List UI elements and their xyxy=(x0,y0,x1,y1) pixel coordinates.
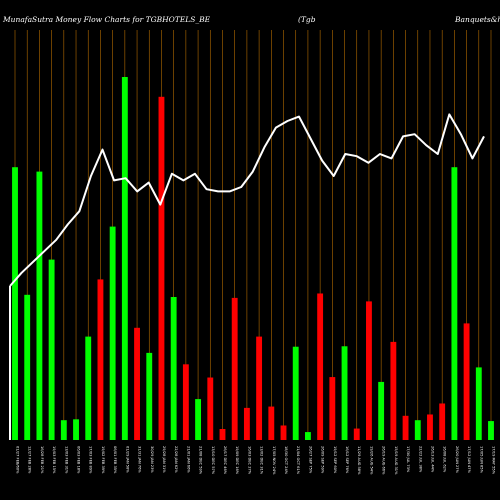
x-tick-label: 22/28 JAN 62% xyxy=(174,446,178,473)
x-tick-label: 31/31 JAN 76% xyxy=(138,446,142,473)
bar-down xyxy=(182,364,189,440)
bar-up xyxy=(292,346,299,440)
x-tick-label: 26/09 SEP 59% xyxy=(321,446,325,474)
x-tick-label: 13/03 FEB 31% xyxy=(64,446,68,474)
x-tick-label: 01/29 JAN 58% xyxy=(125,446,129,473)
x-tick-label: 22/22 JUL 38% xyxy=(418,446,422,473)
x-tick-label: 15/19 AUG 31% xyxy=(394,446,398,475)
x-tick-label: 13/02 DEC 31% xyxy=(260,446,264,475)
bar-up xyxy=(146,352,153,440)
x-tick-label: 19/26 AUG 54% xyxy=(369,446,373,475)
bar-down xyxy=(280,425,287,440)
x-tick-label: 30/29 JAN 23% xyxy=(150,446,154,473)
bar-up xyxy=(109,226,116,440)
money-flow-line-group xyxy=(9,113,485,440)
x-tick-label: 19/09 DEC 16% xyxy=(235,446,239,475)
bar-up xyxy=(414,420,421,440)
x-tick-label: 17/12 JUN 47% xyxy=(467,446,471,474)
x-tick-label: 17/05 JUN 85% xyxy=(479,446,483,474)
bar-down xyxy=(366,301,372,440)
x-tick-label: 17/19 MAY 55% xyxy=(492,446,496,475)
x-tick-label: 11/29 AUG 58% xyxy=(357,446,361,475)
bar-up xyxy=(12,167,18,440)
bar-down xyxy=(219,429,226,440)
bar-up xyxy=(475,367,482,440)
x-tick-label: 26/19 AUG 66% xyxy=(382,446,386,475)
x-tick-label: 13/10 DEC 57% xyxy=(211,446,215,475)
x-tick-label: 19/02 FEB 39% xyxy=(101,446,105,474)
x-tick-label: 19/12 SEP 60% xyxy=(333,446,337,474)
x-tick-label: 17/05 NOV 24% xyxy=(272,446,276,475)
bar-down xyxy=(158,96,165,441)
money-flow-line xyxy=(9,113,485,287)
bar-up xyxy=(195,399,202,440)
x-tick-label: 16/08 JUL 62% xyxy=(443,446,447,473)
bar-down xyxy=(329,377,336,440)
x-tick-label: 18/30 OCT 24% xyxy=(284,446,288,475)
bar-down xyxy=(268,406,275,440)
chart-title-far-right: Banquets&hot xyxy=(454,15,500,24)
bar-up xyxy=(73,419,79,440)
x-tick-label: 21/04 OCT 61% xyxy=(296,446,300,475)
bar-down xyxy=(439,403,446,440)
bar-down xyxy=(231,297,238,440)
x-tick-labels: 01/27 FEB/60% 12/27 FEB 28% 16/28 FEB 21% 1… xyxy=(16,446,496,475)
bar-down xyxy=(390,341,397,440)
bar-up xyxy=(48,259,55,440)
chart-title-right: (Tgb xyxy=(298,15,316,24)
bar-up xyxy=(341,346,348,440)
bar-down xyxy=(402,415,409,440)
bar-up xyxy=(378,381,385,440)
x-tick-label: 26/27 SEP 75% xyxy=(308,446,312,474)
bar-up xyxy=(451,167,458,440)
x-tick-label: 06/03 FEB 18% xyxy=(77,446,81,474)
bar-down xyxy=(97,279,104,440)
bar-down xyxy=(243,407,250,440)
x-tick-label: 16/28 FEB 21% xyxy=(40,446,44,474)
bar-up xyxy=(170,297,177,440)
bar-down xyxy=(317,293,324,440)
x-tick-label: 16/03 DEC 27% xyxy=(247,446,251,475)
x-tick-label: 17/03 FEB 89% xyxy=(89,446,93,474)
bar-up xyxy=(36,171,43,440)
bars xyxy=(12,77,494,441)
bar-down xyxy=(353,428,360,440)
x-tick-label: 06/01 FEB 35% xyxy=(113,446,117,474)
x-tick-label: 21/08 DEC 59% xyxy=(199,446,203,475)
x-tick-label: 26/17 DEC 46% xyxy=(223,446,227,475)
bar-up xyxy=(304,432,311,440)
bar-down xyxy=(207,377,214,440)
x-tick-label: 26/20 JUN 27% xyxy=(455,446,459,474)
x-tick-label: 29/28 JAN 31% xyxy=(162,446,166,473)
bar-down xyxy=(463,323,470,440)
bar-down xyxy=(427,414,433,440)
x-tick-label: 16/12 SEP 76% xyxy=(345,446,349,474)
bar-up xyxy=(85,336,92,440)
bar-down xyxy=(256,336,263,440)
x-tick-label: 19/03 FEB 15% xyxy=(52,446,56,474)
bar-up xyxy=(121,77,128,440)
x-tick-label: 17/30 JUL 73% xyxy=(406,446,410,473)
x-tick-label: 01/27 FEB/60% xyxy=(16,446,20,474)
bar-up xyxy=(488,421,494,440)
bar-up xyxy=(24,294,31,440)
x-tick-label: 21/01 JAN 66% xyxy=(186,446,190,473)
x-tick-label: 26/13 JUL 44% xyxy=(430,446,434,473)
chart-title: MunafaSutra Money Flow Charts for TGBHOT… xyxy=(2,15,211,24)
x-tick-label: 12/27 FEB 28% xyxy=(28,446,32,474)
bar-down xyxy=(134,327,140,440)
bar-up xyxy=(60,420,67,440)
